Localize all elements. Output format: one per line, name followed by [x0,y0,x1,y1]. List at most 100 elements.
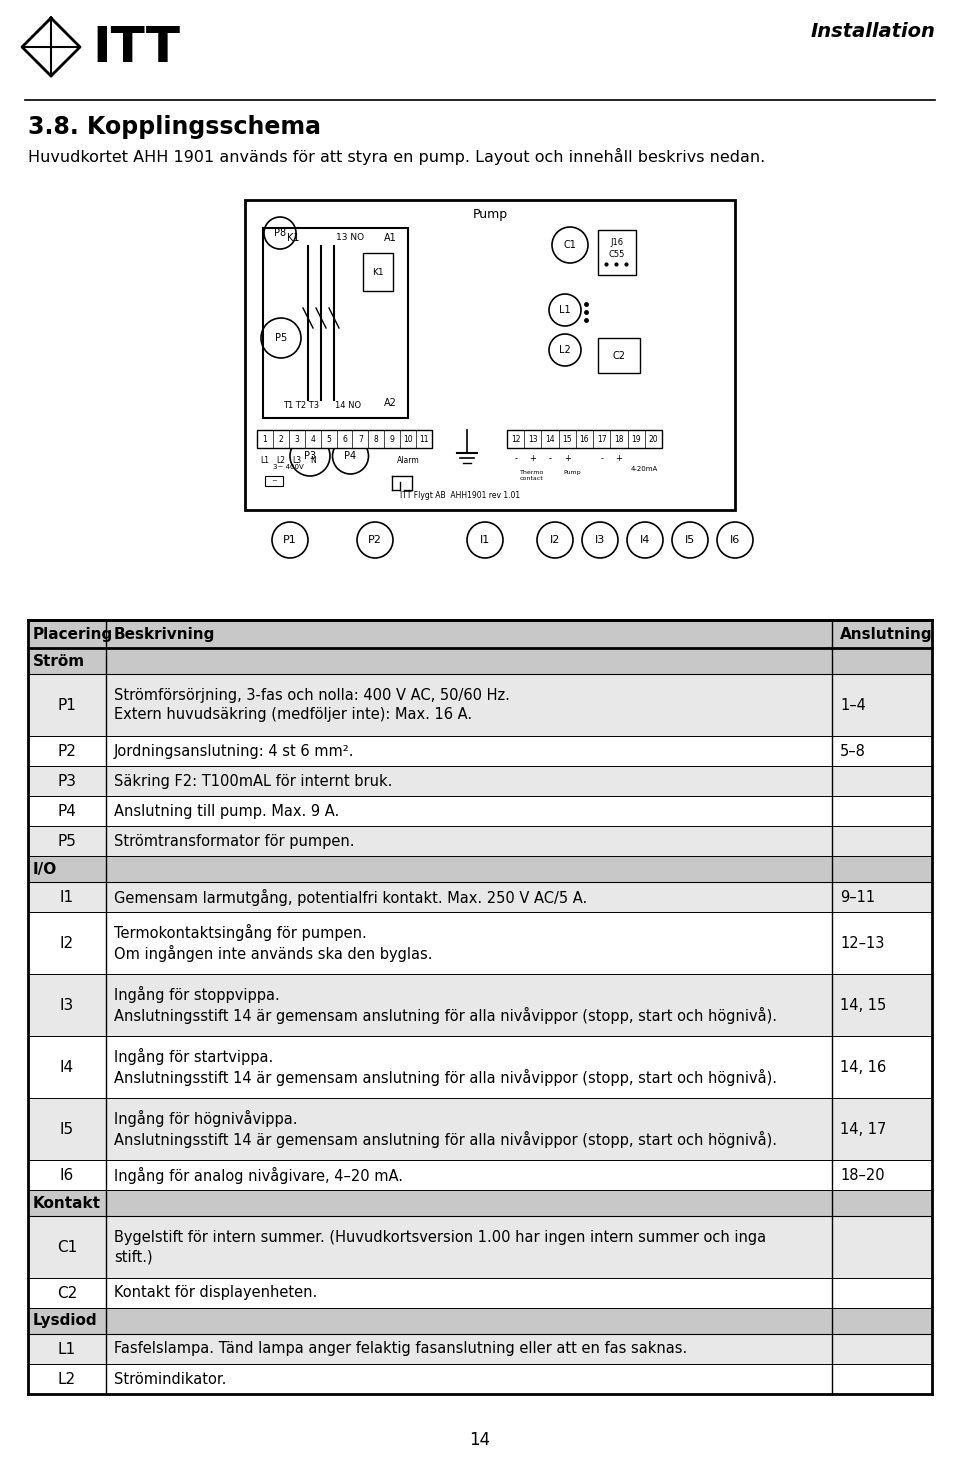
Text: P8: P8 [274,228,286,238]
Text: P3: P3 [304,451,316,461]
Bar [257,430,432,448]
Text: I3: I3 [595,535,605,545]
Text: 3: 3 [295,435,300,444]
Text: P3: P3 [58,774,77,789]
Text: Säkring F2: T100mAL för internt bruk.: Säkring F2: T100mAL för internt bruk. [114,774,393,789]
Bar [28,826,932,856]
Bar [28,1216,932,1278]
Bar [598,338,640,373]
Text: P4: P4 [58,804,77,818]
Text: C55: C55 [609,250,625,259]
Bar [28,1036,932,1097]
Text: Huvudkortet AHH 1901 används för att styra en pump. Layout och innehåll beskrivs: Huvudkortet AHH 1901 används för att sty… [28,148,765,165]
Text: 14, 17: 14, 17 [840,1121,886,1137]
Text: L2: L2 [276,455,285,466]
Text: I4: I4 [639,535,650,545]
Text: 10: 10 [403,435,413,444]
Bar [28,856,932,881]
Text: I2: I2 [550,535,561,545]
Text: Alarm: Alarm [396,455,420,466]
Bar [28,1161,932,1190]
Text: P2: P2 [58,743,77,758]
Text: N: N [310,455,316,466]
Text: I5: I5 [60,1121,74,1137]
Text: Installation: Installation [810,22,935,41]
Bar [28,736,932,765]
Text: Ingång för stoppvippa.
Anslutningsstift 14 är gemensam anslutning för alla nivåv: Ingång för stoppvippa. Anslutningsstift … [114,986,777,1024]
Text: +: + [615,454,622,463]
Bar [245,200,735,510]
Text: T1 T2 T3: T1 T2 T3 [283,401,319,410]
Bar [28,912,932,974]
Text: I1: I1 [60,890,74,905]
Text: Jordningsanslutning: 4 st 6 mm².: Jordningsanslutning: 4 st 6 mm². [114,743,354,758]
Text: K1: K1 [372,267,384,276]
Bar [598,231,636,275]
Bar [28,620,932,648]
Bar [28,881,932,912]
Bar [28,674,932,736]
Text: 14: 14 [545,435,555,444]
Bar [28,648,932,674]
Text: L3: L3 [292,455,301,466]
Bar [363,253,393,291]
Text: Strömtransformator för pumpen.: Strömtransformator för pumpen. [114,833,354,849]
Text: 5: 5 [326,435,331,444]
Text: 12–13: 12–13 [840,936,884,950]
Text: 17: 17 [597,435,607,444]
Text: +: + [529,454,537,463]
Text: 14, 15: 14, 15 [840,997,886,1012]
Text: P5: P5 [58,833,77,849]
Text: 19: 19 [632,435,641,444]
Text: Ingång för högnivåvippa.
Anslutningsstift 14 är gemensam anslutning för alla niv: Ingång för högnivåvippa. Anslutningsstif… [114,1109,777,1149]
Text: Thermo
contact: Thermo contact [520,470,544,480]
Text: 20: 20 [649,435,659,444]
Text: Anslutning till pump. Max. 9 A.: Anslutning till pump. Max. 9 A. [114,804,339,818]
Text: Ström: Ström [33,654,85,668]
Text: Strömförsörjning, 3-fas och nolla: 400 V AC, 50/60 Hz.
Extern huvudsäkring (medf: Strömförsörjning, 3-fas och nolla: 400 V… [114,687,510,723]
Text: L1: L1 [559,306,571,314]
Text: 13: 13 [528,435,538,444]
Text: C2: C2 [612,351,626,360]
Bar [28,765,932,796]
Text: L1: L1 [58,1341,76,1356]
Text: 9–11: 9–11 [840,890,876,905]
Text: 15: 15 [563,435,572,444]
Text: C2: C2 [57,1285,77,1300]
Bar [507,430,662,448]
Bar [28,1097,932,1161]
Text: 1–4: 1–4 [840,698,866,712]
Text: L1: L1 [260,455,270,466]
Text: L2: L2 [559,345,571,355]
Text: 18–20: 18–20 [840,1168,884,1183]
Text: 6: 6 [342,435,347,444]
Text: Pump: Pump [472,209,508,220]
Text: I2: I2 [60,936,74,950]
Text: 7: 7 [358,435,363,444]
Bar [28,1307,932,1334]
Bar [28,1278,932,1307]
Text: Gemensam larmutgång, potentialfri kontakt. Max. 250 V AC/5 A.: Gemensam larmutgång, potentialfri kontak… [114,889,588,905]
Text: Kontakt: Kontakt [33,1196,101,1210]
Text: Lysdiod: Lysdiod [33,1313,98,1328]
Text: I6: I6 [60,1168,74,1183]
Text: P2: P2 [368,535,382,545]
Text: L2: L2 [58,1372,76,1387]
Text: P1: P1 [58,698,77,712]
Text: 2: 2 [278,435,283,444]
Text: 14: 14 [469,1431,491,1448]
Text: P1: P1 [283,535,297,545]
Text: Kontakt för displayenheten.: Kontakt för displayenheten. [114,1285,317,1300]
Text: I6: I6 [730,535,740,545]
Text: C1: C1 [564,239,576,250]
Text: Strömindikator.: Strömindikator. [114,1372,227,1387]
Bar [28,1190,932,1216]
Text: 9: 9 [390,435,395,444]
Text: 18: 18 [614,435,624,444]
Text: I1: I1 [480,535,491,545]
Text: I3: I3 [60,997,74,1012]
Bar [263,228,408,419]
Text: ITT Flygt AB  AHH1901 rev 1.01: ITT Flygt AB AHH1901 rev 1.01 [400,491,520,499]
Bar [28,974,932,1036]
Text: Ingång för analog nivågivare, 4–20 mA.: Ingång för analog nivågivare, 4–20 mA. [114,1166,403,1184]
